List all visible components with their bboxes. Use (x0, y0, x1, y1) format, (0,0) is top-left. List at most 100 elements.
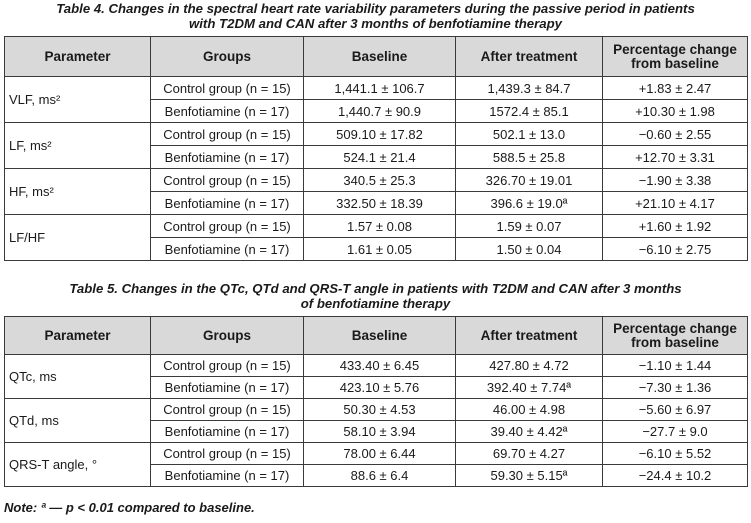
table-row: Benfotiamine (n = 17) 524.1 ± 21.4 588.5 ±… (5, 145, 748, 169)
baseline-cell: 340.5 ± 25.3 (303, 168, 456, 192)
table5-caption: Table 5. Changes in the QTc, QTd and QRS… (0, 281, 751, 311)
baseline-cell: 50.30 ± 4.53 (303, 398, 456, 421)
baseline-cell: 1,441.1 ± 106.7 (303, 76, 456, 100)
baseline-cell: 88.6 ± 6.4 (303, 464, 456, 487)
table-row: QRS-T angle, ° Control group (n = 15) 78.0… (4, 442, 748, 487)
table5-caption-line2: of benfotiamine therapy (300, 296, 451, 311)
parameter-cell: QRS-T angle, ° (4, 442, 151, 487)
group-cell: Benfotiamine (n = 17) (150, 376, 304, 399)
table4: Parameter Groups Baseline After treatmen… (4, 36, 748, 261)
percentage-change-cell: −1.90 ± 3.38 (602, 168, 748, 192)
percentage-change-cell: −1.10 ± 1.44 (602, 354, 748, 377)
baseline-cell: 58.10 ± 3.94 (303, 420, 456, 443)
table5-body: QTc, ms Control group (n = 15) 433.40 ± 6.… (4, 354, 748, 487)
table5: Parameter Groups Baseline After treatmen… (4, 316, 748, 487)
percentage-change-cell: −24.4 ± 10.2 (602, 464, 748, 487)
group-cell: Control group (n = 15) (150, 168, 304, 192)
parameter-cell: QTc, ms (4, 354, 151, 399)
percentage-change-cell: −27.7 ± 9.0 (602, 420, 748, 443)
group-cell: Control group (n = 15) (150, 354, 304, 377)
percentage-change-cell: −6.10 ± 2.75 (602, 237, 748, 261)
header-parameter: Parameter (4, 316, 151, 355)
baseline-cell: 1,440.7 ± 90.9 (303, 99, 456, 123)
baseline-cell: 423.10 ± 5.76 (303, 376, 456, 399)
group-cell: Benfotiamine (n = 17) (150, 99, 304, 123)
baseline-cell: 78.00 ± 6.44 (303, 442, 456, 465)
baseline-cell: 524.1 ± 21.4 (303, 145, 456, 169)
group-cell: Control group (n = 15) (150, 76, 304, 100)
parameter-cell: QTd, ms (4, 398, 151, 443)
baseline-cell: 433.40 ± 6.45 (303, 354, 456, 377)
percentage-change-cell: +12.70 ± 3.31 (602, 145, 748, 169)
table4-header-row: Parameter Groups Baseline After treatmen… (4, 36, 748, 77)
header-baseline: Baseline (303, 36, 456, 77)
percentage-change-cell: +1.60 ± 1.92 (602, 214, 748, 238)
table-row: QTc, ms Control group (n = 15) 433.40 ± 6.… (4, 354, 748, 399)
header-percentage-change: Percentage change from baseline (602, 316, 748, 355)
table-row: LF/HF Control group (n = 15) 1.57 ± 0.08 1.… (4, 214, 748, 261)
header-groups: Groups (150, 316, 304, 355)
header-percentage-change: Percentage change from baseline (602, 36, 748, 77)
table-row: VLF, ms² Control group (n = 15) 1,441.1 ± … (4, 76, 748, 123)
after-treatment-cell: 1,439.3 ± 84.7 (455, 76, 603, 100)
table5-caption-line1: Table 5. Changes in the QTc, QTd and QRS… (69, 281, 682, 296)
after-treatment-cell: 427.80 ± 4.72 (455, 354, 603, 377)
after-treatment-cell: 1.50 ± 0.04 (455, 237, 603, 261)
group-cell: Control group (n = 15) (150, 214, 304, 238)
percentage-change-cell: −6.10 ± 5.52 (602, 442, 748, 465)
after-treatment-cell: 1.59 ± 0.07 (455, 214, 603, 238)
table-row: QTd, ms Control group (n = 15) 50.30 ± 4.5… (4, 398, 748, 443)
header-after-treatment: After treatment (455, 36, 603, 77)
after-treatment-cell: 59.30 ± 5.15ª (455, 464, 603, 487)
after-treatment-cell: 502.1 ± 13.0 (455, 122, 603, 146)
group-cell: Benfotiamine (n = 17) (150, 145, 304, 169)
table4-caption: Table 4. Changes in the spectral heart r… (0, 1, 751, 31)
group-cell: Benfotiamine (n = 17) (150, 191, 304, 215)
table4-caption-line2: with T2DM and CAN after 3 months of benf… (189, 16, 562, 31)
table4-caption-line1: Table 4. Changes in the spectral heart r… (56, 1, 695, 16)
table-row: Benfotiamine (n = 17) 1.61 ± 0.05 1.50 ± 0… (5, 237, 748, 261)
table4-body: VLF, ms² Control group (n = 15) 1,441.1 ± … (4, 76, 748, 261)
after-treatment-cell: 588.5 ± 25.8 (455, 145, 603, 169)
table-row: Benfotiamine (n = 17) 1,440.7 ± 90.9 1572.… (5, 99, 748, 123)
group-cell: Benfotiamine (n = 17) (150, 464, 304, 487)
baseline-cell: 1.57 ± 0.08 (303, 214, 456, 238)
percentage-change-cell: +21.10 ± 4.17 (602, 191, 748, 215)
percentage-change-cell: −7.30 ± 1.36 (602, 376, 748, 399)
parameter-cell: HF, ms² (4, 168, 151, 215)
parameter-cell: LF, ms² (4, 122, 151, 169)
table-row: Benfotiamine (n = 17) 58.10 ± 3.94 39.40 ±… (5, 420, 748, 443)
group-cell: Benfotiamine (n = 17) (150, 237, 304, 261)
group-cell: Control group (n = 15) (150, 122, 304, 146)
percentage-change-cell: −5.60 ± 6.97 (602, 398, 748, 421)
after-treatment-cell: 69.70 ± 4.27 (455, 442, 603, 465)
header-parameter: Parameter (4, 36, 151, 77)
group-cell: Benfotiamine (n = 17) (150, 420, 304, 443)
parameter-cell: LF/HF (4, 214, 151, 261)
percentage-change-cell: +1.83 ± 2.47 (602, 76, 748, 100)
header-after-treatment: After treatment (455, 316, 603, 355)
group-cell: Control group (n = 15) (150, 442, 304, 465)
table5-header-row: Parameter Groups Baseline After treatmen… (4, 316, 748, 355)
table-row: HF, ms² Control group (n = 15) 340.5 ± 25.… (4, 168, 748, 215)
header-groups: Groups (150, 36, 304, 77)
after-treatment-cell: 39.40 ± 4.42ª (455, 420, 603, 443)
after-treatment-cell: 1572.4 ± 85.1 (455, 99, 603, 123)
table-row: Benfotiamine (n = 17) 423.10 ± 5.76 392.40… (5, 376, 748, 399)
percentage-change-cell: +10.30 ± 1.98 (602, 99, 748, 123)
baseline-cell: 332.50 ± 18.39 (303, 191, 456, 215)
percentage-change-cell: −0.60 ± 2.55 (602, 122, 748, 146)
table-row: Benfotiamine (n = 17) 332.50 ± 18.39 396.6… (5, 191, 748, 215)
baseline-cell: 509.10 ± 17.82 (303, 122, 456, 146)
table-row: Benfotiamine (n = 17) 88.6 ± 6.4 59.30 ± 5… (5, 464, 748, 487)
baseline-cell: 1.61 ± 0.05 (303, 237, 456, 261)
after-treatment-cell: 46.00 ± 4.98 (455, 398, 603, 421)
group-cell: Control group (n = 15) (150, 398, 304, 421)
parameter-cell: VLF, ms² (4, 76, 151, 123)
header-baseline: Baseline (303, 316, 456, 355)
table-note: Note: ª — p < 0.01 compared to baseline. (4, 500, 255, 515)
after-treatment-cell: 326.70 ± 19.01 (455, 168, 603, 192)
table-row: LF, ms² Control group (n = 15) 509.10 ± 17… (4, 122, 748, 169)
after-treatment-cell: 396.6 ± 19.0ª (455, 191, 603, 215)
after-treatment-cell: 392.40 ± 7.74ª (455, 376, 603, 399)
